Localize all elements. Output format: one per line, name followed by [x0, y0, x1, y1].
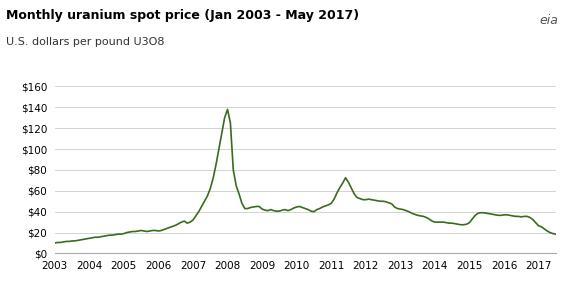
Text: eia: eia [540, 14, 559, 27]
Text: U.S. dollars per pound U3O8: U.S. dollars per pound U3O8 [6, 37, 164, 48]
Text: Monthly uranium spot price (Jan 2003 - May 2017): Monthly uranium spot price (Jan 2003 - M… [6, 9, 359, 22]
